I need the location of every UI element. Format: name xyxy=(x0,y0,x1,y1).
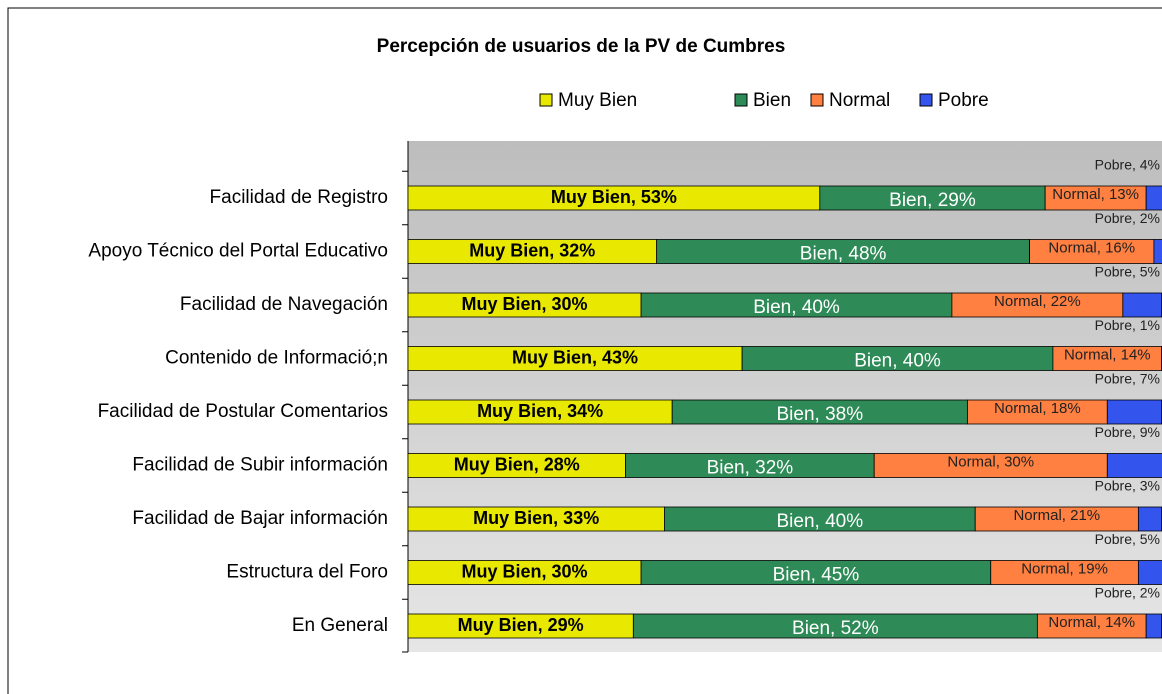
data-label: Muy Bien, 29% xyxy=(458,615,584,635)
category-label: Contenido de Informació;n xyxy=(165,348,388,369)
legend-swatch xyxy=(734,93,748,107)
bar-segment xyxy=(1106,399,1162,425)
bar-segment xyxy=(1137,560,1162,585)
category-label: Facilidad de Registro xyxy=(210,187,388,208)
data-label: Muy Bien, 53% xyxy=(551,187,677,207)
data-label: Normal, 19% xyxy=(1021,560,1108,577)
bar-segment xyxy=(407,453,626,478)
data-label: Normal, 22% xyxy=(994,293,1081,310)
bar-segment xyxy=(1106,453,1162,478)
bar-segment xyxy=(1153,239,1162,264)
bar-segment xyxy=(407,185,821,211)
legend-label: Pobre xyxy=(938,90,989,111)
bar-segment xyxy=(407,613,634,639)
data-label: Muy Bien, 30% xyxy=(462,294,588,314)
category-label: Estructura del Foro xyxy=(226,562,388,583)
data-label: Pobre, 7% xyxy=(1095,371,1160,387)
bar-segment xyxy=(1044,185,1147,211)
data-label: Muy Bien, 43% xyxy=(512,347,638,367)
legend-label: Muy Bien xyxy=(558,90,637,111)
category-label: Apoyo Técnico del Portal Educativo xyxy=(88,241,388,262)
category-label: Facilidad de Postular Comentarios xyxy=(98,401,388,422)
bar-segment xyxy=(1052,346,1162,371)
data-label: Bien, 52% xyxy=(792,618,879,639)
data-label: Muy Bien, 30% xyxy=(462,561,588,581)
data-label: Bien, 38% xyxy=(776,404,863,425)
bar-segment xyxy=(741,346,1054,371)
category-label: Facilidad de Bajar información xyxy=(132,508,388,529)
bar-segment xyxy=(640,560,992,585)
category-label: Facilidad de Subir información xyxy=(132,455,388,476)
bar-segment xyxy=(664,506,976,532)
bar-segment xyxy=(974,506,1139,532)
bar-segment xyxy=(407,239,658,264)
legend-label: Bien xyxy=(753,90,791,111)
data-label: Muy Bien, 28% xyxy=(454,454,580,474)
data-label: Normal, 16% xyxy=(1048,239,1135,256)
bar-segment xyxy=(671,399,968,425)
data-label: Normal, 14% xyxy=(1064,346,1151,363)
data-label: Bien, 48% xyxy=(800,244,887,265)
data-label: Pobre, 2% xyxy=(1095,210,1160,226)
data-label: Muy Bien, 32% xyxy=(469,240,595,260)
legend-swatch xyxy=(919,93,933,107)
bar-segment xyxy=(1137,506,1162,532)
bar-segment xyxy=(873,453,1108,478)
data-label: Bien, 40% xyxy=(776,511,863,532)
chart-title: Percepción de usuarios de la PV de Cumbr… xyxy=(377,36,786,57)
bar-segment xyxy=(1145,185,1162,211)
data-label: Pobre, 5% xyxy=(1095,531,1160,547)
legend-swatch xyxy=(810,93,824,107)
bar-segment xyxy=(1036,613,1147,639)
category-label: Facilidad de Navegación xyxy=(180,294,388,315)
bar-segment xyxy=(1122,292,1162,318)
data-label: Normal, 13% xyxy=(1052,186,1139,203)
data-label: Pobre, 1% xyxy=(1095,317,1160,333)
data-label: Bien, 32% xyxy=(707,458,794,479)
data-label: Pobre, 3% xyxy=(1095,478,1160,494)
bar-segment xyxy=(640,292,953,318)
data-label: Normal, 30% xyxy=(947,453,1034,470)
data-label: Pobre, 2% xyxy=(1095,585,1160,601)
bar-segment xyxy=(625,453,875,478)
data-label: Bien, 40% xyxy=(753,297,840,318)
data-label: Normal, 18% xyxy=(994,400,1081,417)
data-label: Muy Bien, 34% xyxy=(477,401,603,421)
category-label: En General xyxy=(292,615,388,636)
data-label: Bien, 45% xyxy=(773,565,860,586)
data-label: Muy Bien, 33% xyxy=(473,508,599,528)
bar-segment xyxy=(967,399,1108,425)
legend-label: Normal xyxy=(829,90,890,111)
data-label: Bien, 29% xyxy=(889,190,976,211)
data-label: Normal, 14% xyxy=(1048,614,1135,631)
bar-segment xyxy=(407,346,743,371)
data-label: Pobre, 5% xyxy=(1095,264,1160,280)
data-label: Bien, 40% xyxy=(854,351,941,372)
bar-segment xyxy=(951,292,1124,318)
bar-segment xyxy=(407,506,665,532)
data-label: Pobre, 9% xyxy=(1095,424,1160,440)
bar-segment xyxy=(1145,613,1162,639)
data-label: Normal, 21% xyxy=(1013,507,1100,524)
legend-swatch xyxy=(539,93,553,107)
bar-segment xyxy=(407,292,642,318)
data-label: Pobre, 4% xyxy=(1095,157,1160,173)
